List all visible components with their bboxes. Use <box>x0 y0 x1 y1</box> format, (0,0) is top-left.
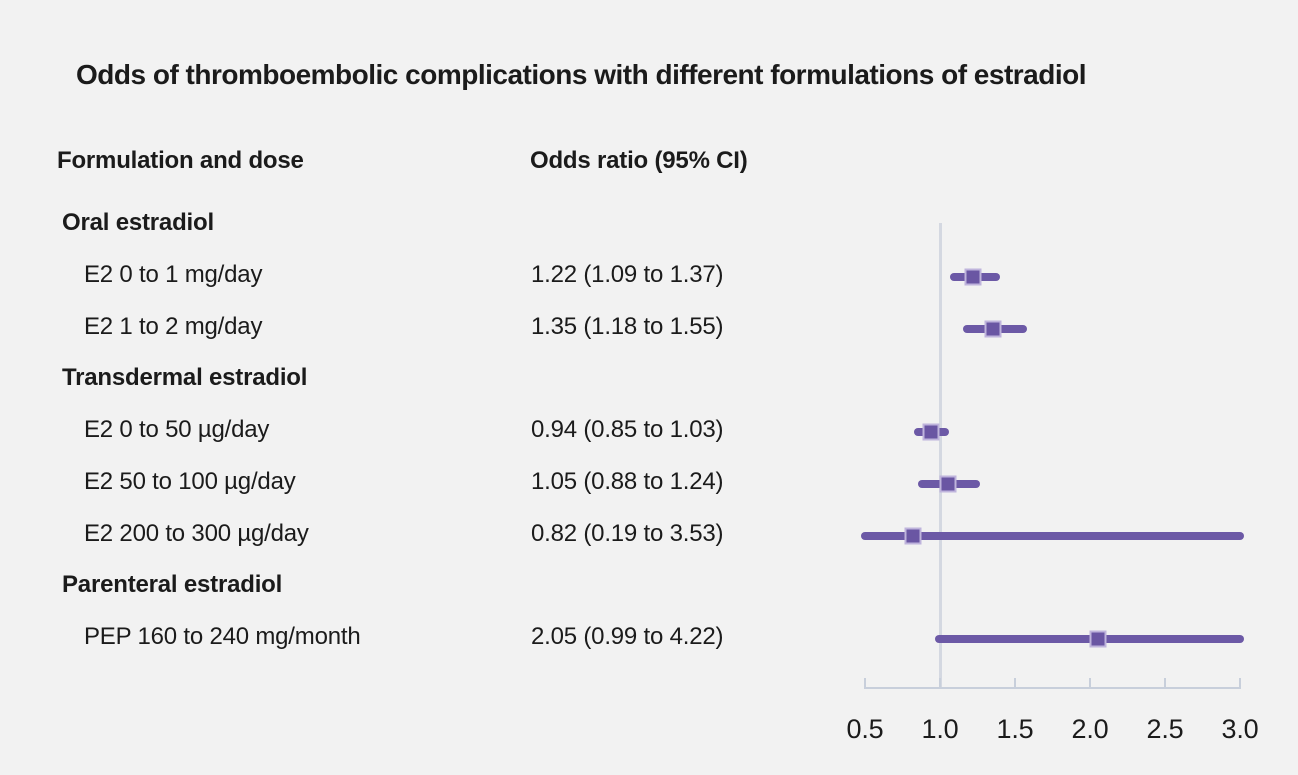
axis-tick <box>1239 678 1241 688</box>
forest-marker <box>964 268 982 286</box>
axis-tick <box>1014 678 1016 688</box>
axis-tick-label: 2.0 <box>1071 714 1109 744</box>
odds-ratio-value: 1.35 (1.18 to 1.55) <box>531 312 724 340</box>
forest-marker <box>984 320 1001 337</box>
axis-tick <box>939 678 941 688</box>
chart-title: Odds of thromboembolic complications wit… <box>76 59 1087 90</box>
forest-marker <box>904 527 922 544</box>
reference-line <box>938 223 942 688</box>
odds-ratio-value: 1.05 (0.88 to 1.24) <box>531 467 724 495</box>
odds-ratio-value: 0.82 (0.19 to 3.53) <box>531 519 724 547</box>
group-label: Oral estradiol <box>62 209 214 236</box>
axis-tick <box>1089 678 1091 688</box>
odds-ratio-value: 1.22 (1.09 to 1.37) <box>531 260 724 288</box>
forest-marker <box>1089 630 1106 648</box>
item-label: E2 200 to 300 µg/day <box>84 519 309 547</box>
column-header-odds-ratio: Odds ratio (95% CI) <box>530 147 748 174</box>
odds-ratio-value: 0.94 (0.85 to 1.03) <box>531 416 724 443</box>
column-header-formulation: Formulation and dose <box>57 147 304 174</box>
axis-tick-label: 1.5 <box>996 714 1034 744</box>
item-label: PEP 160 to 240 mg/month <box>84 623 361 650</box>
axis-tick-label: 3.0 <box>1221 714 1259 744</box>
axis-tick-label: 0.5 <box>846 714 884 744</box>
item-label: E2 1 to 2 mg/day <box>84 312 263 340</box>
ci-line <box>861 531 1244 540</box>
axis-tick <box>864 678 866 688</box>
axis-tick-label: 1.0 <box>921 714 959 744</box>
forest-marker <box>939 475 956 493</box>
axis-tick <box>1164 678 1166 688</box>
group-label: Parenteral estradiol <box>62 571 283 599</box>
x-axis-line <box>864 687 1241 689</box>
axis-tick-label: 2.5 <box>1146 714 1184 744</box>
odds-ratio-value: 2.05 (0.99 to 4.22) <box>531 623 724 650</box>
item-label: E2 0 to 50 µg/day <box>84 416 270 443</box>
item-label: E2 50 to 100 µg/day <box>84 467 296 495</box>
item-label: E2 0 to 1 mg/day <box>84 260 263 288</box>
forest-marker <box>922 423 940 441</box>
group-label: Transdermal estradiol <box>62 364 308 392</box>
